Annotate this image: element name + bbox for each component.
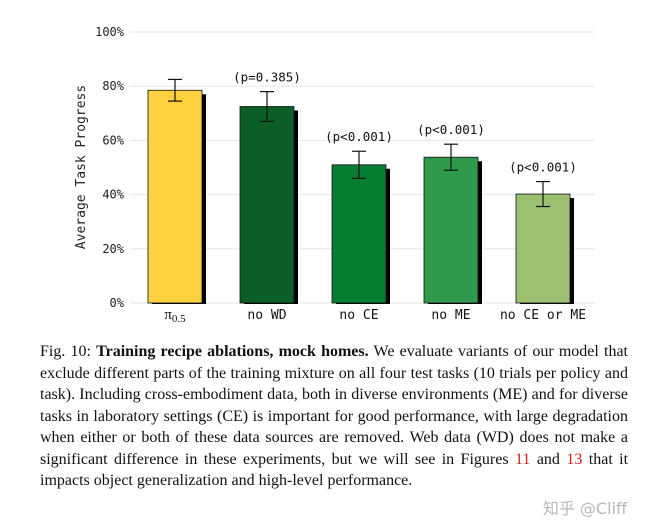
bars: π0.5 (p=0.385) no WD (p<0.001) no CE (p<0.001… (147, 70, 586, 325)
figure-caption: Fig. 10: Training recipe ablations, mock… (40, 341, 628, 492)
figure-ref-link[interactable]: 11 (514, 450, 531, 468)
caption-text: that it impacts object generalization an… (40, 450, 629, 490)
bar (515, 193, 571, 304)
watermark: 知乎 @Cliff (542, 499, 627, 518)
x-tick-label: no CE (339, 308, 378, 323)
bar (423, 156, 479, 304)
figure-label: Fig. 10: (40, 343, 91, 360)
bar-chart: 0% 20% 40% 60% 80% 100% π0.5 (p=0.385) no WD (p<… (74, 25, 595, 325)
y-tick-label: 80% (102, 79, 124, 93)
bar (331, 164, 387, 304)
p-value-annotation: (p<0.001) (509, 160, 577, 175)
p-value-annotation: (p<0.001) (325, 129, 393, 144)
error-bar (260, 91, 274, 123)
y-tick-label: 100% (95, 25, 125, 39)
y-tick-label: 60% (102, 133, 124, 147)
y-tick-label: 0% (110, 296, 125, 310)
p-value-annotation: (p=0.385) (233, 70, 301, 85)
x-tick-label: no WD (247, 308, 286, 323)
bar (239, 106, 295, 304)
error-bar (536, 180, 550, 208)
y-tick-label: 40% (102, 188, 124, 202)
caption-text: We evaluate variants of our model that e… (40, 343, 628, 468)
figure-ref-link[interactable]: 13 (566, 450, 583, 468)
caption-text: and (536, 450, 560, 468)
error-bar (444, 143, 458, 171)
p-value-annotation: (p<0.001) (417, 122, 485, 137)
y-axis: 0% 20% 40% 60% 80% 100% (95, 25, 125, 310)
error-bar (168, 78, 182, 102)
x-tick-label: no CE or ME (500, 308, 586, 323)
y-tick-label: 20% (102, 242, 124, 256)
x-tick-label: π0.5 (164, 307, 186, 325)
y-axis-label: Average Task Progress (74, 85, 89, 249)
caption-title: Training recipe ablations, mock homes. (96, 343, 369, 360)
bar (147, 89, 203, 304)
error-bar (352, 150, 366, 179)
x-tick-label: no ME (431, 308, 470, 323)
